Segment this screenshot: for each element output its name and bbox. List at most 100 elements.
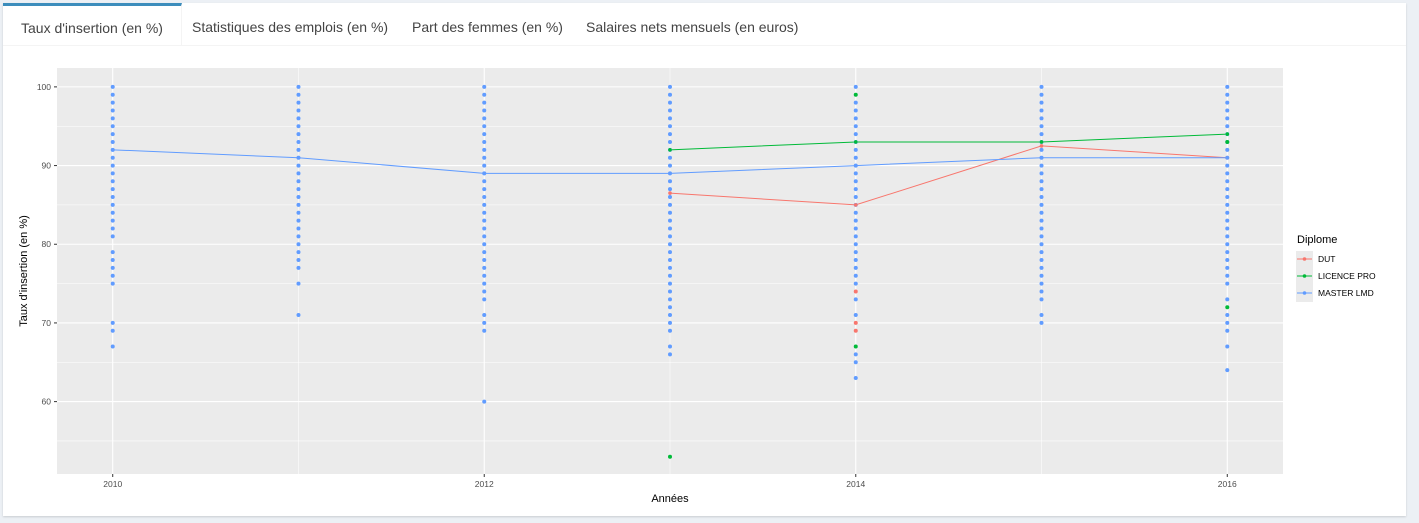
licence-pro-line (669, 133, 1228, 151)
master-lmd-point (668, 187, 672, 192)
master-lmd-point (853, 147, 858, 152)
master-lmd-point (668, 226, 672, 231)
master-lmd-point (1225, 84, 1230, 89)
insertion-chart: 60 70 80 90 100 2010 2012 2014 2016 Années Taux … (18, 68, 1376, 505)
master-lmd-mean-point (482, 171, 487, 176)
master-lmd-point (110, 132, 115, 137)
master-lmd-point (1225, 226, 1230, 231)
master-lmd-point (853, 313, 858, 318)
master-lmd-point (482, 297, 487, 302)
master-lmd-point (853, 108, 858, 113)
master-lmd-point (668, 124, 672, 129)
master-lmd-point (1225, 195, 1230, 200)
master-lmd-point (110, 163, 115, 168)
tab-salaires[interactable]: Salaires nets mensuels (en euros) (586, 19, 799, 35)
master-lmd-point (1039, 273, 1044, 278)
master-lmd-point (1225, 297, 1230, 302)
master-lmd-point (296, 210, 301, 215)
master-lmd-point (1225, 328, 1230, 333)
master-lmd-point (482, 163, 487, 168)
master-lmd-point (1039, 265, 1044, 270)
tab-part-femmes[interactable]: Part des femmes (en %) (412, 19, 563, 35)
master-lmd-point (482, 265, 487, 270)
master-lmd-point (1039, 313, 1044, 318)
master-lmd-point (668, 289, 672, 294)
dut-legend-point (1302, 257, 1307, 261)
master-lmd-point (1039, 84, 1044, 89)
master-lmd-point (296, 218, 301, 223)
master-lmd-point (482, 289, 487, 294)
licence-pro-point (1225, 139, 1230, 144)
master-lmd-point (1225, 273, 1230, 278)
master-lmd-point (853, 297, 858, 302)
master-lmd-point (482, 218, 487, 223)
master-lmd-point (110, 265, 115, 270)
master-lmd-point (668, 155, 672, 160)
legend-label: MASTER LMD (1318, 288, 1374, 298)
master-lmd-point (482, 100, 487, 105)
master-lmd-point (482, 139, 487, 144)
master-lmd-point (668, 352, 672, 357)
master-lmd-point (668, 139, 672, 144)
master-lmd-point (1225, 368, 1230, 373)
tab-bar: Taux d'insertion (en %) Statistiques des… (3, 3, 1406, 46)
master-lmd-point (110, 273, 115, 278)
master-lmd-point (1225, 234, 1230, 239)
master-lmd-point (482, 116, 487, 121)
master-lmd-point (1039, 202, 1044, 207)
master-lmd-point (668, 257, 672, 262)
master-lmd-point (668, 108, 672, 113)
master-lmd-point (482, 257, 487, 262)
master-lmd-point (668, 313, 672, 318)
master-lmd-point (1039, 132, 1044, 137)
dut-point (853, 328, 858, 333)
master-lmd-point (853, 273, 858, 278)
master-lmd-point (110, 187, 115, 192)
master-lmd-point (668, 179, 672, 184)
master-lmd-point (110, 179, 115, 184)
x-tick-label: 2010 (103, 479, 122, 489)
master-lmd-point (1039, 257, 1044, 262)
master-lmd-point (853, 376, 858, 381)
master-lmd-point (296, 265, 301, 270)
master-lmd-point (110, 257, 115, 262)
master-lmd-point (1039, 289, 1044, 294)
master-lmd-point (1225, 187, 1230, 192)
master-lmd-point (853, 116, 858, 121)
master-lmd-point (668, 116, 672, 121)
master-lmd-point (1225, 313, 1230, 318)
master-lmd-point (1039, 179, 1044, 184)
tab-taux-insertion[interactable]: Taux d'insertion (en %) (3, 3, 182, 45)
master-lmd-point (482, 179, 487, 184)
licence-pro-mean-point (1039, 140, 1044, 144)
master-lmd-point (110, 116, 115, 121)
master-lmd-point (110, 218, 115, 223)
licence-pro-mean-point (1225, 132, 1230, 136)
x-tick-label: 2016 (1218, 479, 1237, 489)
master-lmd-point (110, 281, 115, 286)
master-lmd-point (482, 313, 487, 318)
dut-mean-point (668, 191, 672, 195)
tab-statistiques-emplois[interactable]: Statistiques des emplois (en %) (192, 19, 389, 35)
licence-pro-point (1225, 305, 1230, 310)
master-lmd-point (482, 273, 487, 278)
master-lmd-point (110, 226, 115, 231)
master-lmd-point (1225, 257, 1230, 262)
master-lmd-point (1225, 124, 1230, 129)
master-lmd-point (482, 132, 487, 137)
master-lmd-legend-point (1302, 291, 1307, 295)
master-lmd-point (1225, 320, 1230, 325)
master-lmd-point (668, 100, 672, 105)
master-lmd-point (482, 234, 487, 239)
y-tick-label: 80 (42, 239, 52, 249)
master-lmd-point (296, 179, 301, 184)
master-lmd-point (853, 124, 858, 129)
master-lmd-point (668, 202, 672, 207)
dut-mean-point (1039, 144, 1044, 148)
y-tick-label: 70 (42, 318, 52, 328)
master-lmd-point (1039, 226, 1044, 231)
master-lmd-point (853, 281, 858, 286)
master-lmd-point (853, 226, 858, 231)
master-lmd-point (110, 100, 115, 105)
master-lmd-point (482, 187, 487, 192)
